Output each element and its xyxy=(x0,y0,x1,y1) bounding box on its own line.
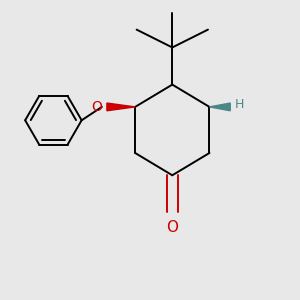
Text: O: O xyxy=(91,100,102,114)
Polygon shape xyxy=(107,103,135,111)
Polygon shape xyxy=(209,103,230,111)
Text: O: O xyxy=(166,220,178,235)
Text: H: H xyxy=(235,98,244,111)
